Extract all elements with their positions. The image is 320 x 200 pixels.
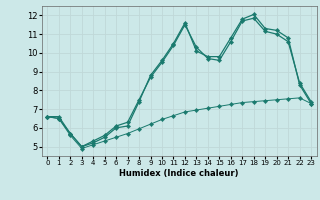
X-axis label: Humidex (Indice chaleur): Humidex (Indice chaleur) — [119, 169, 239, 178]
